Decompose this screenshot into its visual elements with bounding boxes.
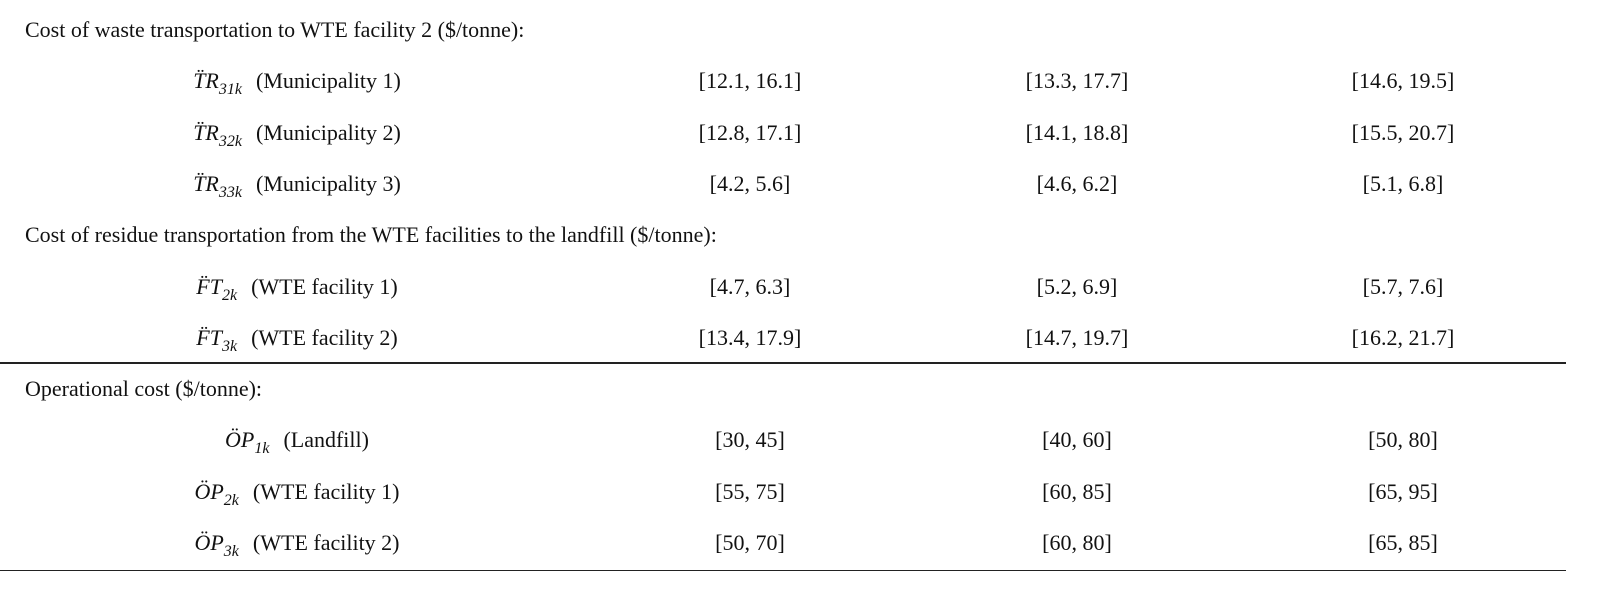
subscript: 2k	[223, 491, 239, 509]
subscript: 32k	[218, 132, 242, 150]
row-label: ÖP3k (WTE facility 2)	[194, 530, 400, 560]
cell-value: [5.1, 6.8]	[1362, 170, 1444, 196]
cell-value: [60, 80]	[1042, 530, 1112, 555]
cell-value: [50, 70]	[715, 530, 785, 555]
row-label: F̈T2k (WTE facility 1)	[196, 273, 398, 304]
cell-value: [16.2, 21.7]	[1351, 324, 1455, 350]
cell-value: [12.8, 17.1]	[698, 119, 802, 145]
section-heading: Cost of residue transportation from the …	[25, 222, 717, 248]
symbol: ÖP	[194, 478, 224, 504]
cell-value: [4.6, 6.2]	[1036, 170, 1118, 196]
cell-value: [30, 45]	[715, 427, 785, 453]
row-label: T̈R33k (Municipality 3)	[193, 170, 401, 201]
divider	[0, 362, 1566, 364]
symbol: T̈R	[193, 119, 219, 145]
description: (Municipality 1)	[255, 68, 401, 94]
row-label: T̈R31k (Municipality 1)	[193, 68, 401, 98]
description: (Landfill)	[283, 427, 369, 453]
bottom-rule	[0, 569, 1566, 572]
cell-value: [55, 75]	[715, 478, 785, 504]
description: (WTE facility 1)	[251, 273, 398, 299]
cell-value: [14.6, 19.5]	[1351, 68, 1455, 94]
row-label: ÖP1k (Landfill)	[225, 427, 369, 457]
section-heading: Cost of waste transportation to WTE faci…	[25, 17, 525, 42]
cell-value: [65, 95]	[1368, 478, 1438, 504]
cell-value: [13.4, 17.9]	[698, 324, 802, 350]
row-label: ÖP2k (WTE facility 1)	[194, 478, 400, 509]
description: (Municipality 3)	[255, 170, 401, 196]
cell-value: [15.5, 20.7]	[1351, 119, 1455, 145]
subscript: 2k	[221, 286, 238, 304]
cell-value: [14.7, 19.7]	[1025, 324, 1129, 350]
cell-value: [60, 85]	[1042, 478, 1112, 504]
description: (WTE facility 1)	[252, 478, 400, 504]
cell-value: [13.3, 17.7]	[1025, 68, 1129, 94]
cell-value: [5.2, 6.9]	[1036, 273, 1118, 299]
row-label: F̈T3k (WTE facility 2)	[196, 324, 398, 355]
cell-value: [40, 60]	[1042, 427, 1112, 453]
symbol: ÖP	[194, 530, 224, 555]
description: (WTE facility 2)	[252, 530, 400, 555]
description: (WTE facility 2)	[251, 324, 398, 350]
cell-value: [14.1, 18.8]	[1025, 119, 1129, 145]
subscript: 33k	[218, 183, 242, 201]
symbol: T̈R	[193, 170, 219, 196]
cell-value: [65, 85]	[1368, 530, 1438, 555]
section-heading: Operational cost ($/tonne):	[25, 376, 263, 402]
subscript: 3k	[221, 337, 238, 355]
subscript: 31k	[218, 81, 242, 99]
symbol: F̈T	[196, 324, 222, 350]
cell-value: [5.7, 7.6]	[1362, 273, 1444, 299]
cell-value: [50, 80]	[1368, 427, 1438, 453]
symbol: F̈T	[196, 273, 222, 299]
cell-value: [4.7, 6.3]	[709, 273, 791, 299]
symbol: ÖP	[225, 427, 255, 453]
subscript: 3k	[223, 543, 239, 560]
row-label: T̈R32k (Municipality 2)	[193, 119, 401, 150]
subscript: 1k	[254, 440, 270, 458]
description: (Municipality 2)	[255, 119, 401, 145]
cell-value: [12.1, 16.1]	[698, 68, 802, 94]
cell-value: [4.2, 5.6]	[709, 170, 791, 196]
symbol: T̈R	[193, 68, 219, 94]
